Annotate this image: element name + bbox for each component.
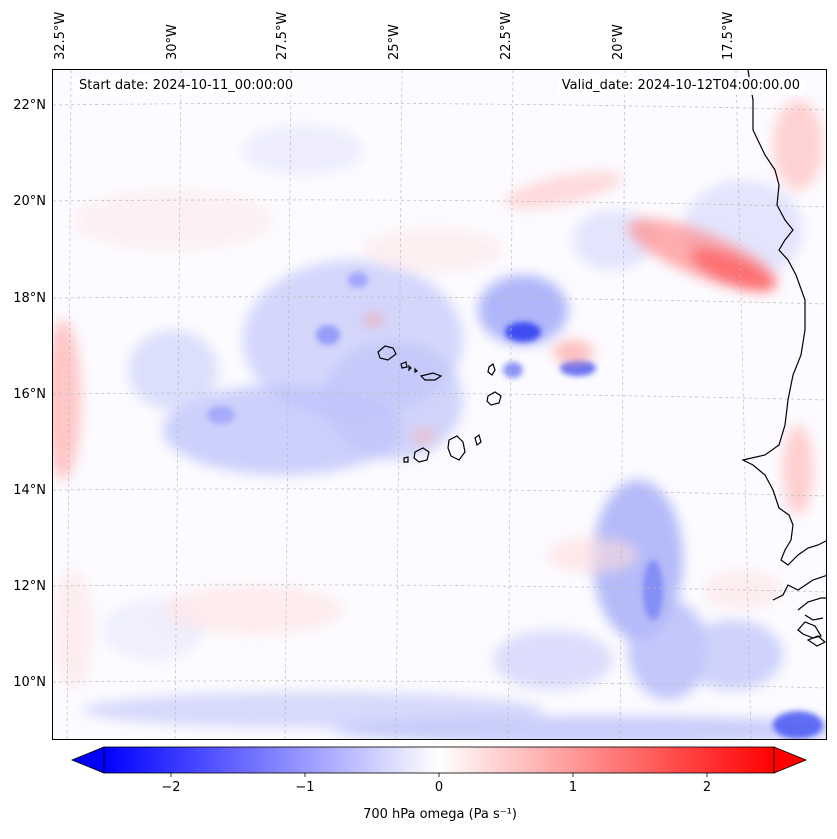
map-panel [52,69,827,740]
colorbar-label: 700 hPa omega (Pa s⁻¹) [363,807,517,822]
descent-regions [53,100,823,690]
colorbar [70,746,808,777]
strong-ascent-cores [207,272,823,739]
valid-date-label: Valid_date: 2024-10-12T04:00:00.00 [557,77,804,95]
lon-label-27-5w: 27.5°W [275,11,290,60]
lon-label-30w: 30°W [165,24,180,60]
lon-label-25w: 25°W [387,24,402,60]
colorbar-tick-0: 0 [434,780,444,795]
colorbar-extend-min [70,746,105,774]
coastlines [741,70,826,647]
cape-verde-islands [377,345,502,463]
lon-label-17-5w: 17.5°W [721,11,736,60]
colorbar-tick-1: 1 [568,780,578,795]
colorbar-extend-max [773,746,808,774]
island-santiago [447,435,466,461]
lon-label-20w: 20°W [611,24,626,60]
gridlines [53,70,826,739]
omega-field-map [53,70,826,739]
lat-label-16n: 16°N [13,387,46,402]
lat-label-14n: 14°N [13,483,46,498]
lon-label-22-5w: 22.5°W [499,11,514,60]
island-sal [487,363,496,376]
colorbar-tick-neg2: −2 [161,780,181,795]
lat-label-20n: 20°N [13,194,46,209]
lat-label-18n: 18°N [13,291,46,306]
colorbar-bar [103,746,775,774]
lat-label-10n: 10°N [13,675,46,690]
colorbar-tick-2: 2 [702,780,712,795]
lat-label-22n: 22°N [13,98,46,113]
colorbar-tick-neg1: −1 [295,780,315,795]
lat-label-12n: 12°N [13,579,46,594]
start-date-label: Start date: 2024-10-11_00:00:00 [75,77,298,95]
island-brava [403,456,409,463]
lon-label-32-5w: 32.5°W [53,11,68,60]
island-sao-nicolau [419,372,443,381]
island-santo-antao [377,345,397,361]
island-sao-vicente [400,361,408,369]
island-fogo [413,447,430,463]
island-boa-vista [486,391,502,406]
africa-coastline [741,70,826,566]
island-maio [474,433,482,447]
